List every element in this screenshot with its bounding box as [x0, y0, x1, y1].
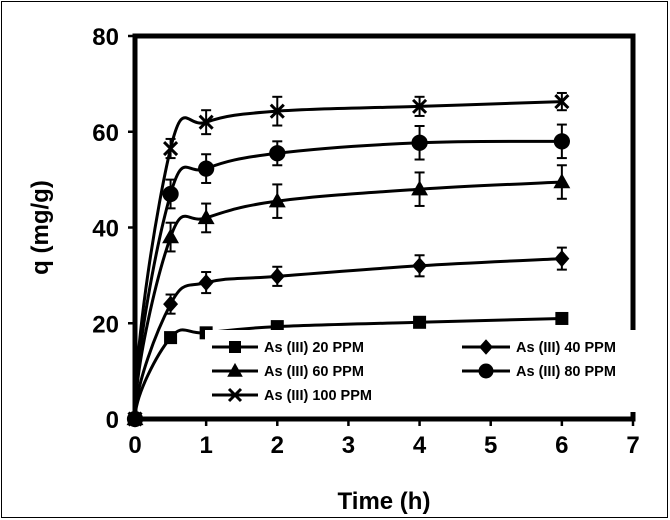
legend-label: As (III) 40 PPM	[516, 340, 616, 356]
data-point	[554, 94, 570, 110]
series-2	[127, 246, 570, 428]
data-point	[270, 320, 284, 334]
x-tick-label: 3	[342, 432, 355, 459]
series-5	[127, 91, 570, 427]
data-point	[198, 114, 214, 130]
data-point	[163, 140, 179, 157]
x-tick-label: 0	[128, 432, 141, 459]
legend-label: As (III) 20 PPM	[264, 340, 364, 356]
y-tick-label: 20	[92, 311, 119, 338]
legend-marker	[479, 339, 493, 355]
data-point	[412, 98, 428, 114]
legend-label: As (III) 80 PPM	[516, 364, 616, 380]
legend-item-2: As (III) 40 PPM	[462, 339, 616, 356]
data-point	[198, 274, 214, 292]
legend-background	[205, 330, 645, 412]
data-point	[163, 295, 179, 313]
data-point	[553, 133, 570, 150]
data-point	[269, 103, 285, 119]
data-point	[553, 173, 571, 189]
legend-marker	[229, 341, 241, 353]
x-tick-label: 2	[271, 432, 284, 459]
y-tick-label: 80	[92, 24, 119, 51]
y-tick-label: 40	[92, 216, 119, 243]
data-point	[162, 185, 179, 203]
series-line	[133, 139, 562, 420]
data-point	[268, 192, 286, 208]
legend-marker	[227, 362, 243, 377]
data-point	[411, 180, 429, 196]
legend-label: As (III) 60 PPM	[264, 364, 364, 380]
data-point	[197, 209, 215, 225]
legend-item-1: As (III) 20 PPM	[212, 340, 364, 356]
axes: 0 1 2 3 4 5 6 7 0 20 40 60 80	[92, 24, 639, 459]
legend: As (III) 20 PPM As (III) 40 PPM As (III) 6…	[205, 330, 645, 412]
x-tick-label: 1	[199, 432, 212, 459]
data-point	[555, 311, 569, 325]
legend-item-4: As (III) 80 PPM	[462, 363, 616, 380]
data-point	[198, 160, 215, 177]
y-tick-label: 0	[106, 407, 119, 434]
data-point	[412, 257, 428, 275]
x-tick-label: 5	[484, 432, 497, 459]
series-line	[133, 257, 562, 420]
legend-marker	[478, 363, 494, 379]
data-point	[269, 145, 286, 162]
legend-item-3: As (III) 60 PPM	[212, 362, 364, 380]
legend-label: As (III) 100 PPM	[264, 388, 372, 404]
legend-marker	[227, 387, 243, 403]
data-point	[413, 315, 427, 329]
y-axis-title: q (mg/g)	[27, 180, 54, 275]
series-layer	[126, 91, 571, 428]
data-point	[127, 411, 143, 427]
series-line	[133, 180, 562, 420]
x-tick-label: 4	[413, 432, 427, 459]
x-tick-label: 7	[626, 432, 639, 459]
x-tick-label: 6	[555, 432, 568, 459]
y-tick-label: 60	[92, 120, 119, 147]
data-point	[162, 228, 180, 244]
data-point	[554, 250, 570, 268]
x-axis-title: Time (h)	[338, 488, 431, 515]
data-point	[411, 134, 428, 151]
series-line	[133, 100, 562, 420]
legend-item-5: As (III) 100 PPM	[212, 387, 372, 404]
data-point	[164, 331, 178, 345]
data-point	[269, 267, 285, 285]
